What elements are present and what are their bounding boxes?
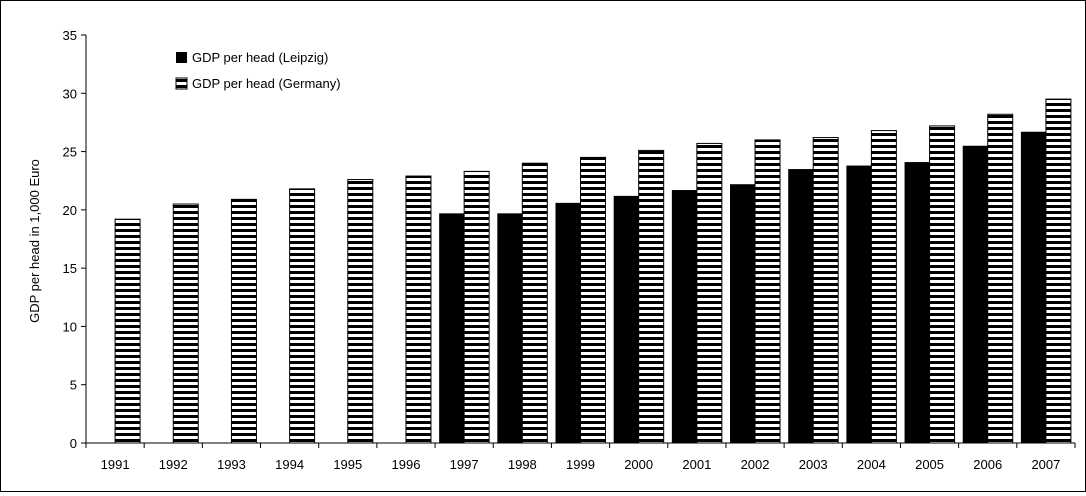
- x-tick-label: 1993: [217, 457, 246, 472]
- bar-leipzig: [1020, 131, 1046, 444]
- y-tick-label: 20: [63, 203, 77, 218]
- plot-area: 0 5 10 15 20 25 30 35 1991 1992 1993 1994 1995 1996 19…: [63, 28, 1076, 472]
- bar-germany: [172, 203, 199, 444]
- legend-swatch-leipzig: [176, 52, 187, 63]
- bar-germany: [463, 170, 490, 444]
- legend: GDP per head (Leipzig) GDP per head (Ger…: [175, 50, 341, 91]
- bar-leipzig: [613, 195, 639, 443]
- x-tick-label: 1999: [566, 457, 595, 472]
- bar-germany: [812, 137, 839, 444]
- x-tick-label: 1994: [275, 457, 304, 472]
- bar-germany: [289, 188, 316, 444]
- x-tick-label: 2006: [973, 457, 1002, 472]
- bar-leipzig: [497, 213, 523, 443]
- x-tick-label: 1997: [450, 457, 479, 472]
- bar-germany: [347, 179, 374, 444]
- bar-leipzig: [730, 184, 756, 443]
- x-tick-label: 2004: [857, 457, 886, 472]
- y-tick-label: 0: [70, 436, 77, 451]
- y-tick-label: 5: [70, 378, 77, 393]
- bar-germany: [580, 156, 606, 444]
- bar-germany: [114, 218, 141, 444]
- x-tick-label: 2007: [1031, 457, 1060, 472]
- x-tick-label: 1998: [508, 457, 537, 472]
- y-tick-label: 25: [63, 145, 77, 160]
- bar-germany: [696, 142, 723, 444]
- legend-swatch-germany: [175, 77, 188, 90]
- bar-germany: [929, 125, 956, 444]
- y-axis-title: GDP per head in 1,000 Euro: [27, 159, 42, 323]
- bar-germany: [405, 175, 432, 444]
- legend-label-leipzig: GDP per head (Leipzig): [192, 50, 328, 65]
- x-tick-label: 2001: [682, 457, 711, 472]
- bar-leipzig: [788, 169, 814, 444]
- bar-germany: [987, 113, 1014, 444]
- x-tick-label: 1996: [392, 457, 421, 472]
- x-tick-label: 2002: [741, 457, 770, 472]
- y-tick-label: 35: [63, 28, 77, 43]
- y-tick-label: 15: [63, 261, 77, 276]
- x-tick-label: 2000: [624, 457, 653, 472]
- x-tick-label: 2003: [799, 457, 828, 472]
- bar-germany: [230, 198, 257, 444]
- bar-germany: [638, 149, 665, 444]
- legend-label-germany: GDP per head (Germany): [192, 76, 341, 91]
- bar-leipzig: [962, 145, 988, 443]
- y-tick-label: 30: [63, 86, 77, 101]
- bar-germany: [521, 162, 548, 444]
- bar-germany: [1045, 98, 1072, 444]
- bar-leipzig: [439, 213, 465, 443]
- x-tick-label: 1995: [333, 457, 362, 472]
- x-tick-label: 1991: [101, 457, 130, 472]
- bar-germany: [754, 139, 781, 444]
- bar-leipzig: [846, 165, 872, 443]
- bar-germany: [870, 130, 897, 444]
- y-tick-label: 10: [63, 319, 77, 334]
- bar-leipzig: [555, 202, 581, 443]
- x-tick-label: 1992: [159, 457, 188, 472]
- bar-leipzig: [671, 190, 697, 443]
- bar-leipzig: [904, 162, 930, 443]
- x-tick-label: 2005: [915, 457, 944, 472]
